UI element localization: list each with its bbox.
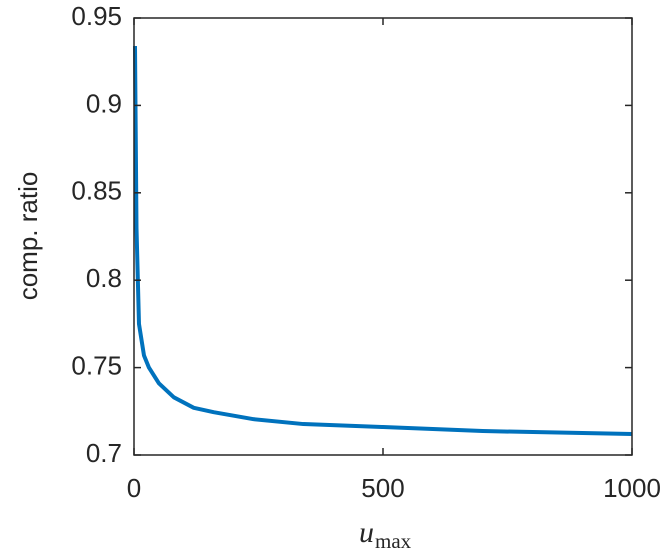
x-tick-label: 500	[361, 473, 404, 503]
y-tick-label: 0.8	[86, 263, 122, 293]
x-tick-label: 1000	[603, 473, 661, 503]
x-tick-label: 0	[127, 473, 141, 503]
axes-box	[133, 17, 633, 456]
y-axis-label: comp. ratio	[13, 172, 43, 301]
y-tick-label: 0.75	[71, 350, 122, 380]
x-axis-label-subscript: max	[375, 529, 412, 553]
line	[132, 45, 633, 437]
y-tick-label: 0.7	[86, 438, 122, 468]
x-axis-label: u	[359, 516, 374, 549]
y-tick-label: 0.9	[86, 88, 122, 118]
y-tick-label: 0.95	[71, 1, 122, 31]
y-tick-label: 0.85	[71, 176, 122, 206]
